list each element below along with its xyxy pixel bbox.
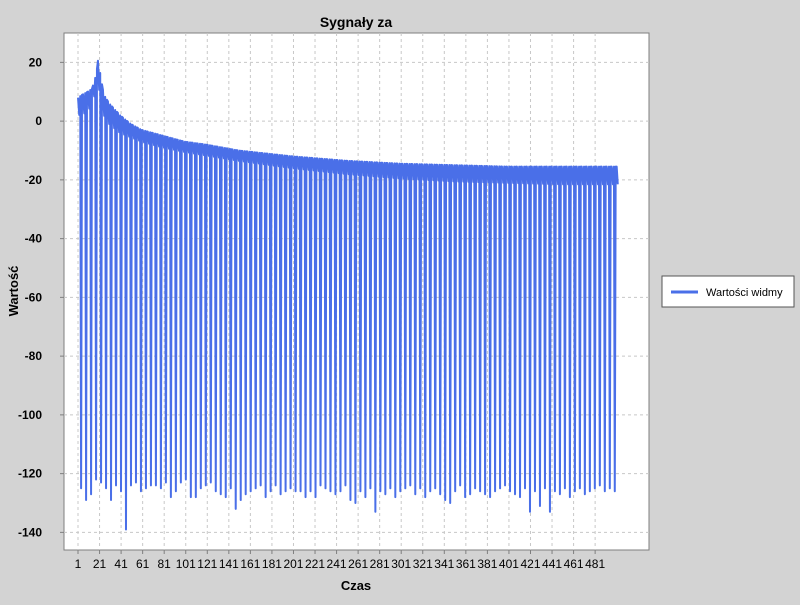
x-tick-label: 201: [283, 557, 303, 571]
x-tick-label: 81: [158, 557, 172, 571]
y-tick-label: -60: [25, 290, 43, 304]
y-tick-label: -120: [18, 467, 42, 481]
x-tick-label: 21: [93, 557, 107, 571]
x-tick-label: 281: [370, 557, 390, 571]
x-axis-ticks: 1 21 41 61 81 101 121 141 161 181 201 221 241 261 281 3…: [75, 550, 605, 571]
x-tick-label: 261: [348, 557, 368, 571]
x-tick-label: 161: [240, 557, 260, 571]
x-tick-label: 181: [262, 557, 282, 571]
x-tick-label: 121: [197, 557, 217, 571]
series-layer: [77, 59, 619, 531]
y-tick-label: 20: [29, 55, 43, 69]
legend-label: Wartości widmy: [706, 287, 783, 299]
y-tick-label: -100: [18, 408, 42, 422]
x-tick-label: 421: [520, 557, 540, 571]
x-tick-label: 221: [305, 557, 325, 571]
x-tick-label: 401: [499, 557, 519, 571]
x-tick-label: 321: [413, 557, 433, 571]
y-tick-label: -80: [25, 349, 43, 363]
x-tick-label: 101: [176, 557, 196, 571]
x-tick-label: 461: [564, 557, 584, 571]
x-axis-label: Czas: [341, 578, 371, 593]
y-axis-label: Wartość: [6, 266, 21, 317]
x-tick-label: 301: [391, 557, 411, 571]
x-tick-label: 361: [456, 557, 476, 571]
chart-title: Sygnały za: [320, 14, 393, 30]
y-tick-label: -20: [25, 173, 43, 187]
x-tick-label: 341: [434, 557, 454, 571]
x-tick-label: 481: [585, 557, 605, 571]
x-tick-label: 381: [477, 557, 497, 571]
x-tick-label: 1: [75, 557, 82, 571]
x-tick-label: 61: [136, 557, 150, 571]
y-tick-label: -40: [25, 232, 43, 246]
legend: Wartości widmy: [661, 275, 795, 308]
y-tick-label: -140: [18, 525, 42, 539]
x-tick-label: 241: [327, 557, 347, 571]
x-tick-label: 41: [114, 557, 128, 571]
x-tick-label: 441: [542, 557, 562, 571]
y-axis-ticks: 20 0 -20 -40 -60 -80 -100 -120 -140: [18, 55, 64, 539]
x-tick-label: 141: [219, 557, 239, 571]
y-tick-label: 0: [35, 114, 42, 128]
series-line: [77, 59, 619, 531]
